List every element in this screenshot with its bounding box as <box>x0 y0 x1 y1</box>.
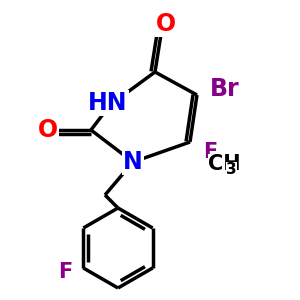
Text: 3: 3 <box>226 163 237 178</box>
Text: F: F <box>203 142 217 162</box>
Text: Br: Br <box>210 77 240 101</box>
Text: F: F <box>58 262 73 282</box>
Text: N: N <box>123 150 143 174</box>
Text: O: O <box>38 118 58 142</box>
Text: O: O <box>156 12 176 36</box>
Text: HN: HN <box>88 91 128 115</box>
Text: CH: CH <box>208 154 241 174</box>
